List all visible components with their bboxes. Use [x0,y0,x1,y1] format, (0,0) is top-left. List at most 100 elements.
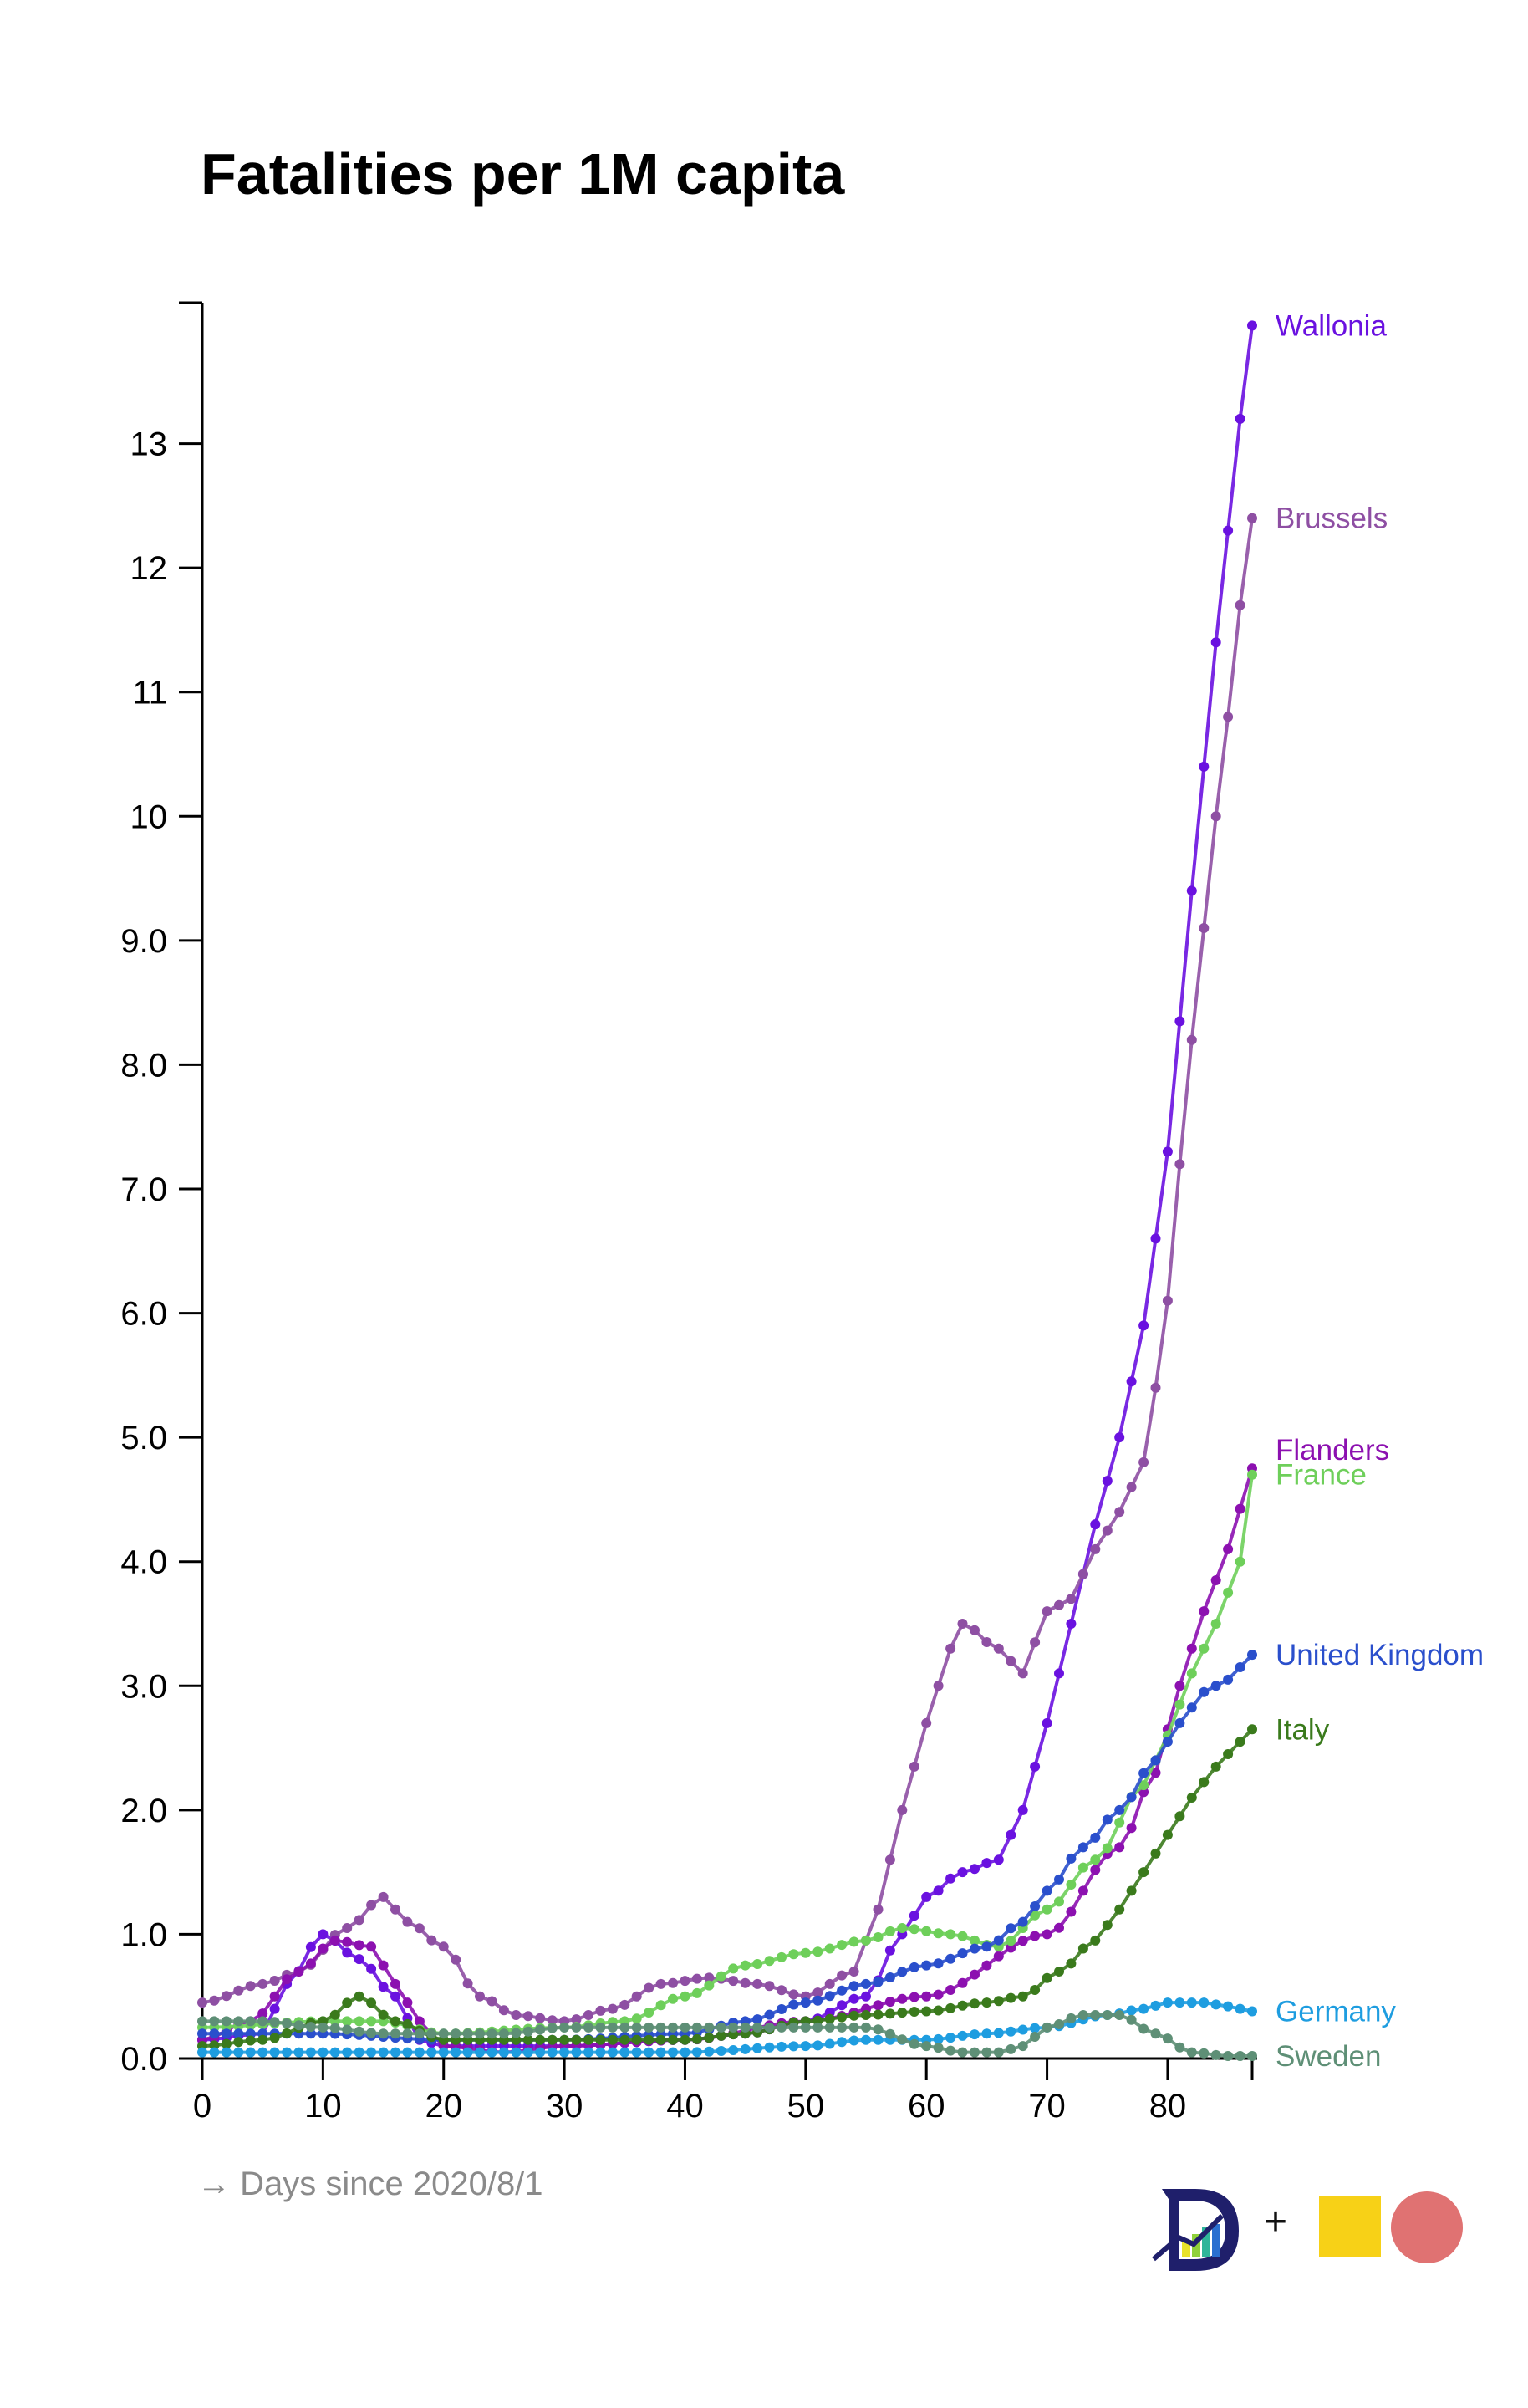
data-point [764,2022,775,2033]
data-point [1138,1768,1149,1778]
data-point [318,2022,329,2033]
y-tick-label: 8.0 [120,1047,167,1084]
data-point [329,2047,340,2058]
y-tick-label: 4.0 [120,1544,167,1581]
data-point [981,2047,992,2058]
data-point [728,2029,739,2040]
data-point [1054,2019,1064,2029]
data-point [945,2045,956,2056]
series-line [202,2013,1252,2058]
y-tick-label: 0.0 [120,2041,167,2078]
y-tick-label: 6.0 [120,1296,167,1333]
data-point [269,2033,280,2043]
data-point [1077,1885,1088,1896]
data-point [1174,1016,1185,1027]
data-point [354,2016,364,2027]
data-point [970,1943,980,1954]
data-point [547,2047,558,2058]
data-point [197,1997,207,2008]
data-point [1126,1482,1137,1492]
data-point [691,1987,702,1998]
data-point [752,2014,763,2025]
data-point [957,1867,968,1878]
data-point [197,2047,207,2058]
data-point [788,2041,799,2052]
data-point [233,2016,244,2027]
data-point [318,2047,329,2058]
data-point [269,2003,280,2014]
data-point [1174,1159,1185,1170]
data-point [426,1935,437,1946]
data-point [777,2004,787,2014]
data-point [655,2000,666,2011]
data-point [848,1967,859,1977]
data-point [752,2043,763,2053]
data-point [1247,2051,1257,2061]
data-point [933,1681,944,1691]
data-point [1223,1587,1234,1598]
data-point [209,2040,220,2051]
x-tick-label: 0 [193,2088,211,2125]
x-tick-label: 10 [304,2088,342,2125]
data-point [342,1997,353,2008]
data-point [366,2028,377,2038]
data-point [909,1962,919,1972]
data-point [1210,2049,1221,2060]
data-point [1030,1985,1041,1995]
x-tick-label: 20 [425,2088,462,2125]
data-point [1210,1761,1221,1772]
data-point [752,2022,763,2033]
data-point [1054,1874,1064,1885]
y-tick-label: 11 [132,675,167,712]
data-point [644,1982,654,1993]
data-point [1102,1476,1113,1487]
data-point [800,1947,811,1958]
data-point [282,2018,293,2028]
data-point [704,2046,715,2057]
data-point [970,1625,980,1635]
data-point [354,1940,364,1951]
data-point [668,1993,678,2004]
data-point [812,1946,823,1957]
data-point [1102,2010,1113,2020]
data-point [342,1936,353,1947]
data-point [378,1982,389,1992]
data-point [800,2041,811,2052]
data-point [595,2034,606,2045]
data-point [861,2034,871,2045]
data-point [426,2047,437,2058]
data-point [1186,1643,1197,1654]
data-point [777,1985,787,1996]
data-point [788,1949,799,1960]
data-point [595,2005,606,2016]
data-point [1114,1507,1125,1518]
data-point [607,2003,618,2014]
data-point [1162,1295,1173,1306]
data-point [245,1981,256,1992]
data-point [1066,1880,1077,1890]
data-point [1090,1832,1101,1843]
data-point [873,1977,884,1987]
data-point [1162,1829,1173,1840]
data-point [788,2022,799,2033]
data-point [1199,1997,1210,2008]
data-point [921,1891,932,1902]
data-point [245,2016,256,2027]
series-line [201,1467,1254,2054]
data-point [884,1945,895,1956]
data-point [1162,1737,1173,1747]
data-point [1223,1674,1234,1685]
data-point [933,1928,944,1939]
data-point [390,2016,400,2027]
data-point [1017,1804,1028,1815]
data-point [957,2047,968,2058]
data-point [1235,1556,1245,1567]
data-point [1017,1916,1028,1927]
data-point [1006,1942,1016,1953]
y-tick-label: 1.0 [120,1916,167,1953]
plus-sign: + [1264,2200,1288,2244]
data-point [318,1943,329,1954]
data-point [1223,525,1234,536]
data-point [1066,1853,1077,1864]
data-point [1077,2010,1088,2020]
